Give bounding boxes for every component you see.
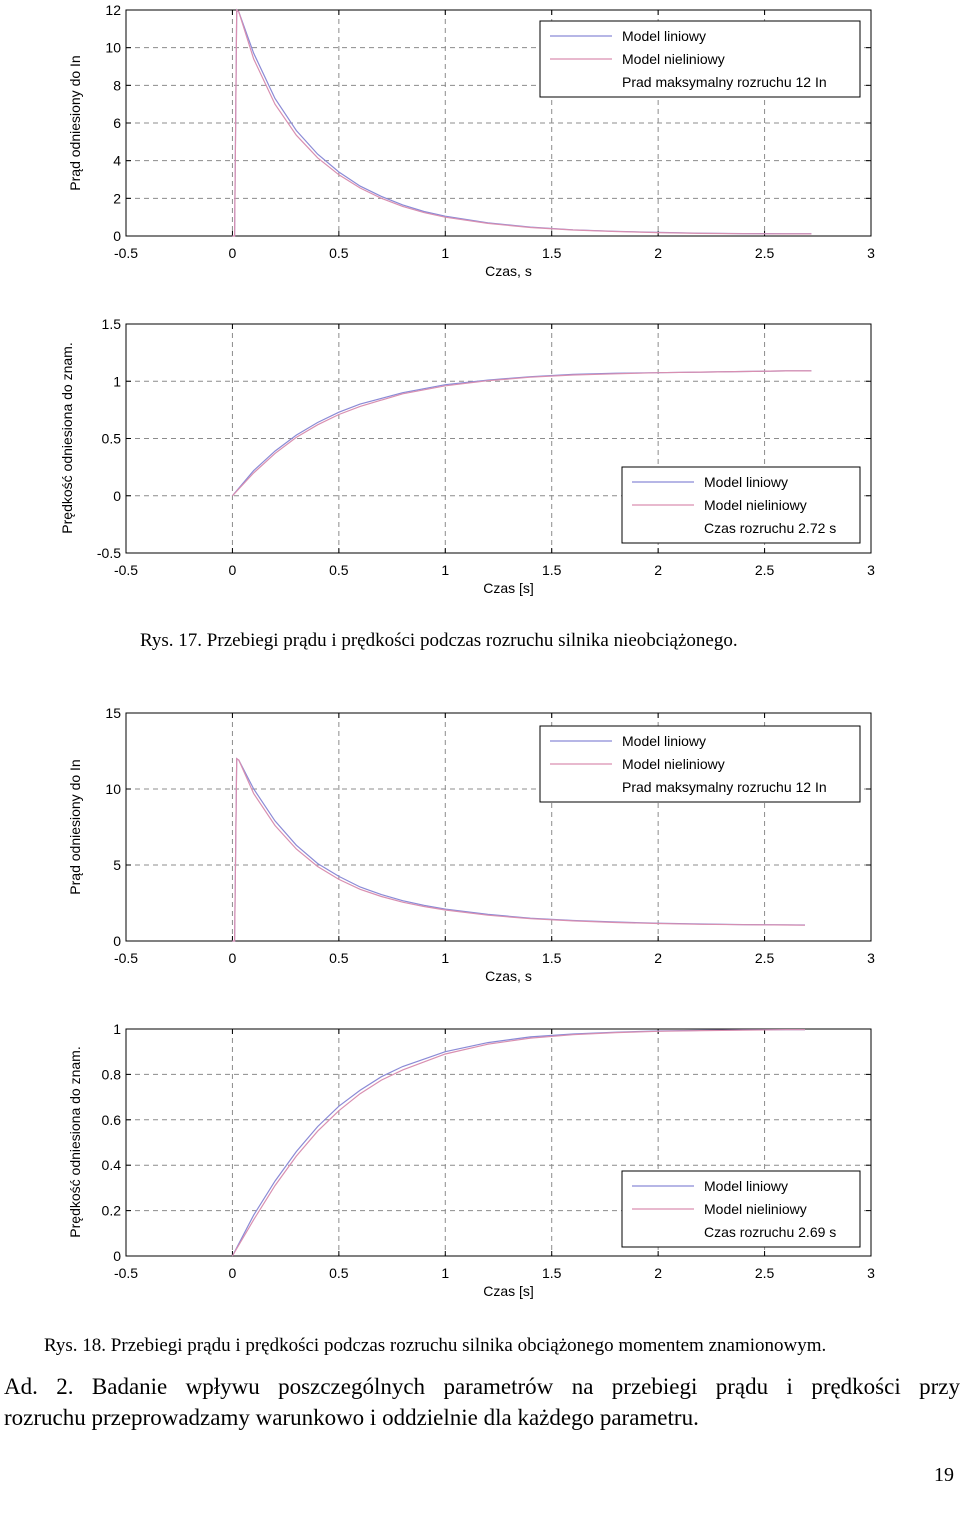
x-tick-label: 0.5 (329, 950, 349, 966)
y-axis-label: Prąd odniesiony do In (67, 759, 83, 894)
legend-entry: Czas rozruchu 2.69 s (704, 1224, 836, 1240)
y-tick-label: 2 (113, 190, 121, 206)
x-tick-label: 0.5 (329, 562, 349, 578)
x-tick-label: 1 (441, 245, 449, 261)
figure-17-caption: Rys. 17. Przebiegi prądu i prędkości pod… (140, 630, 738, 651)
plot-frame (125, 1028, 872, 1257)
legend-entry: Model nieliniowy (704, 1201, 807, 1217)
series-line-nonlinear (231, 370, 812, 497)
y-tick-label: 0.8 (102, 1066, 122, 1082)
y-tick-label: 15 (105, 705, 121, 721)
y-tick-label: 1 (113, 1021, 121, 1037)
legend-entry: Model nieliniowy (704, 497, 807, 513)
x-tick-label: 0 (229, 1265, 237, 1281)
y-tick-label: 0.2 (102, 1203, 122, 1219)
legend-entry: Model liniowy (622, 28, 706, 44)
y-tick-label: 4 (113, 153, 121, 169)
legend-box (621, 466, 861, 544)
figure-18-caption: Rys. 18. Przebiegi prądu i prędkości pod… (44, 1335, 827, 1356)
x-tick-label: 2 (654, 950, 662, 966)
x-tick-label: 3 (867, 245, 875, 261)
x-tick-label: 3 (867, 950, 875, 966)
x-tick-label: -0.5 (114, 245, 138, 261)
x-tick-label: 0 (229, 245, 237, 261)
x-tick-label: 2 (654, 245, 662, 261)
x-axis-label: Czas [s] (483, 580, 534, 596)
y-tick-label: 0.4 (102, 1157, 122, 1173)
y-tick-label: 6 (113, 115, 121, 131)
y-axis-label: Prąd odniesiony do In (67, 55, 83, 190)
series-line-nonlinear (232, 757, 806, 942)
x-tick-label: 2.5 (755, 1265, 775, 1281)
x-tick-label: -0.5 (114, 1265, 138, 1281)
y-tick-label: 0.6 (102, 1112, 122, 1128)
y-tick-label: 0 (113, 1248, 121, 1264)
legend-entry: Czas rozruchu 2.72 s (704, 520, 836, 536)
paragraph-line-1: Ad. 2. Badanie wpływu poszczególnych par… (4, 1374, 960, 1399)
body-paragraph: Ad. 2. Badanie wpływu poszczególnych par… (4, 1371, 960, 1433)
page-number: 19 (934, 1464, 954, 1486)
y-axis-label: Prędkość odniesiona do znam. (59, 342, 75, 533)
y-tick-label: -0.5 (97, 545, 121, 561)
x-tick-label: 0 (229, 950, 237, 966)
x-tick-label: 0 (229, 562, 237, 578)
x-tick-label: 1 (441, 950, 449, 966)
y-tick-label: 0 (113, 488, 121, 504)
x-tick-label: 3 (867, 1265, 875, 1281)
x-tick-label: 2 (654, 1265, 662, 1281)
y-tick-label: 10 (105, 781, 121, 797)
series-line-nonlinear (232, 8, 812, 237)
chart-fig17-speed: -0.5 0 0.5 1 1.5 2 2.5 3 -0.5 0 0.5 1 1.5 Czas [s] Prę… (59, 316, 875, 596)
x-tick-label: 2.5 (755, 562, 775, 578)
legend-entry: Model liniowy (622, 733, 706, 749)
x-tick-label: 1.5 (542, 245, 562, 261)
plot-frame (125, 712, 872, 942)
x-tick-label: 1.5 (542, 1265, 562, 1281)
y-axis-label: Prędkość odniesiona do znam. (67, 1046, 83, 1237)
x-tick-label: 1 (441, 562, 449, 578)
x-tick-label: 1.5 (542, 562, 562, 578)
x-tick-label: 2.5 (755, 245, 775, 261)
y-tick-label: 10 (105, 40, 121, 56)
x-tick-label: 2 (654, 562, 662, 578)
y-tick-label: 0.5 (102, 431, 122, 447)
y-tick-label: 12 (105, 2, 121, 18)
y-tick-label: 5 (113, 857, 121, 873)
legend-entry: Model liniowy (704, 474, 788, 490)
x-tick-label: -0.5 (114, 562, 138, 578)
x-tick-label: 3 (867, 562, 875, 578)
x-tick-label: -0.5 (114, 950, 138, 966)
x-axis-label: Czas [s] (483, 1283, 534, 1299)
legend-entry: Model nieliniowy (622, 756, 725, 772)
x-tick-label: 0.5 (329, 245, 349, 261)
legend-entry: Model nieliniowy (622, 51, 725, 67)
x-axis-label: Czas, s (485, 968, 532, 984)
y-tick-label: 0 (113, 228, 121, 244)
y-tick-label: 1 (113, 373, 121, 389)
paragraph-line-2: rozruchu przeprowadzamy warunkowo i oddz… (4, 1405, 699, 1430)
x-tick-label: 0.5 (329, 1265, 349, 1281)
legend-entry: Model liniowy (704, 1178, 788, 1194)
x-axis-label: Czas, s (485, 263, 532, 279)
series-line-nonlinear (231, 1029, 805, 1257)
y-tick-label: 8 (113, 77, 121, 93)
y-tick-label: 0 (113, 933, 121, 949)
x-tick-label: 2.5 (755, 950, 775, 966)
x-tick-label: 1.5 (542, 950, 562, 966)
legend-entry: Prad maksymalny rozruchu 12 In (622, 779, 827, 795)
y-tick-label: 1.5 (102, 316, 122, 332)
legend-entry: Prad maksymalny rozruchu 12 In (622, 74, 827, 90)
x-tick-label: 1 (441, 1265, 449, 1281)
